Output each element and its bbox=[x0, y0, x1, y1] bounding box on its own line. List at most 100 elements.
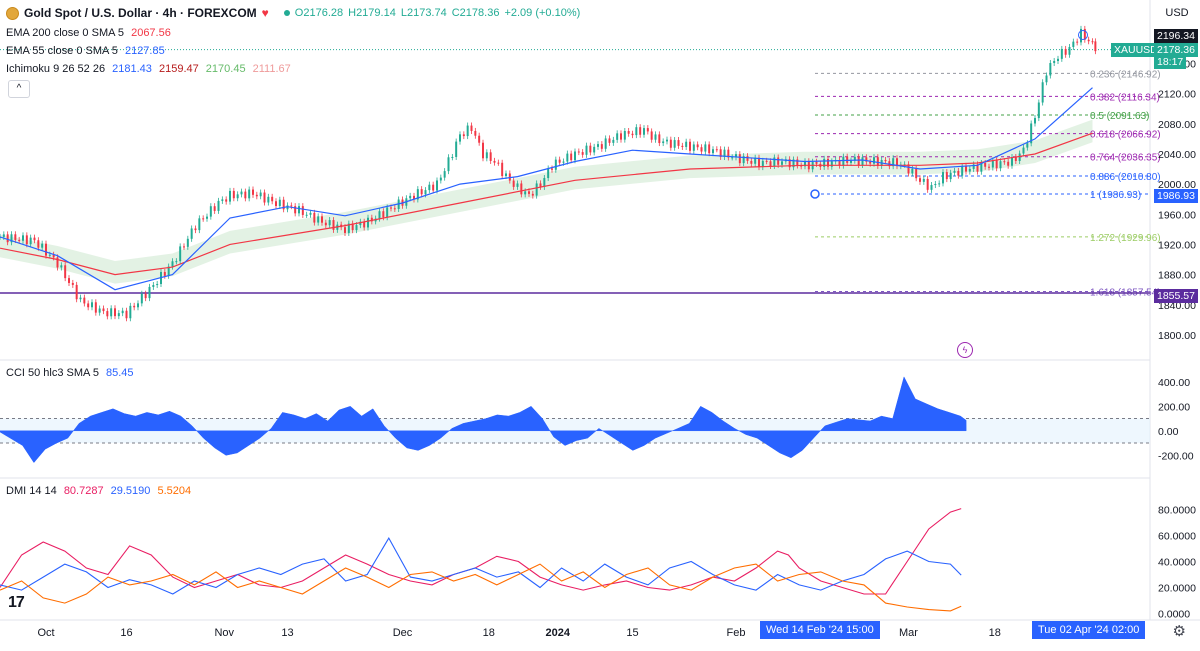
candle-body bbox=[259, 192, 262, 197]
cci-axis-tick: 200.00 bbox=[1158, 401, 1190, 413]
ichimoku-cloud bbox=[0, 119, 1093, 284]
legend-ichimoku-v0: 2181.43 bbox=[112, 63, 152, 75]
candle-body bbox=[516, 183, 519, 187]
candle-body bbox=[413, 195, 415, 200]
candle-body bbox=[750, 160, 753, 164]
candle-body bbox=[761, 160, 764, 168]
legend-dmi[interactable]: DMI 14 14 80.7287 29.5190 5.5204 bbox=[6, 485, 195, 497]
market-status-icon bbox=[283, 10, 290, 16]
candle-body bbox=[896, 158, 898, 167]
candle-body bbox=[738, 154, 741, 164]
gear-icon[interactable]: ⚙ bbox=[1172, 623, 1186, 640]
legend-cci[interactable]: CCI 50 hlc3 SMA 5 85.45 bbox=[6, 367, 138, 379]
candle-body bbox=[213, 206, 216, 211]
flash-icon[interactable]: ϟ bbox=[957, 342, 973, 358]
candle-body bbox=[823, 158, 826, 167]
candle-body bbox=[428, 184, 431, 191]
candle-body bbox=[758, 157, 760, 168]
candle-body bbox=[370, 217, 373, 222]
candle-body bbox=[489, 152, 492, 161]
candle-body bbox=[673, 140, 676, 148]
candle-body bbox=[1072, 41, 1075, 47]
candle-body bbox=[1034, 118, 1036, 124]
candle-body bbox=[865, 157, 868, 162]
currency-selector[interactable]: USD bbox=[1165, 7, 1189, 19]
fib-label: 0.236 (2146.92) bbox=[1090, 69, 1161, 80]
time-axis-tick: 15 bbox=[626, 627, 638, 639]
candle-body bbox=[424, 190, 427, 195]
candle-body bbox=[658, 134, 661, 144]
candle-body bbox=[838, 159, 841, 166]
legend-ichimoku[interactable]: Ichimoku 9 26 52 26 2181.43 2159.47 2170… bbox=[6, 63, 295, 75]
candle-body bbox=[846, 156, 849, 163]
dmi-line-adx bbox=[0, 508, 962, 595]
candle-body bbox=[48, 254, 51, 256]
candle-body bbox=[351, 223, 354, 231]
candle-body bbox=[635, 127, 638, 136]
candle-body bbox=[206, 216, 208, 219]
fib-label: 0.764 (2036.35) bbox=[1090, 153, 1161, 164]
candle-body bbox=[604, 138, 607, 149]
legend-ema200[interactable]: EMA 200 close 0 SMA 5 2067.56 bbox=[6, 27, 175, 39]
replay-marker-icon[interactable] bbox=[1078, 30, 1088, 40]
fib-label: 1.272 (1929.96) bbox=[1090, 233, 1161, 244]
candle-body bbox=[689, 141, 691, 151]
date-tag-crosshair: Wed 14 Feb '24 15:00 bbox=[760, 621, 880, 639]
candle-body bbox=[696, 144, 699, 148]
candle-body bbox=[363, 221, 366, 228]
candle-body bbox=[478, 135, 481, 143]
candle-body bbox=[190, 228, 193, 239]
legend-ichimoku-v2: 2170.45 bbox=[205, 63, 246, 75]
candle-body bbox=[321, 216, 323, 223]
tradingview-logo[interactable]: 17 bbox=[8, 594, 25, 611]
candle-body bbox=[570, 153, 573, 161]
candle-body bbox=[474, 130, 477, 136]
candle-body bbox=[1049, 63, 1052, 76]
candle-body bbox=[551, 168, 553, 170]
candle-body bbox=[926, 178, 929, 190]
candle-body bbox=[386, 207, 389, 218]
candle-body bbox=[600, 144, 603, 149]
candle-body bbox=[853, 156, 856, 161]
symbol-title[interactable]: Gold Spot / U.S. Dollar · 4h · FOREXCOM bbox=[24, 6, 257, 20]
legend-collapse-button[interactable]: ^ bbox=[8, 80, 30, 98]
candle-body bbox=[907, 164, 910, 174]
candle-body bbox=[815, 161, 818, 164]
candle-body bbox=[183, 246, 185, 248]
candle-body bbox=[719, 149, 722, 157]
candle-body bbox=[144, 293, 147, 299]
candle-body bbox=[355, 225, 358, 231]
heart-icon[interactable]: ♥ bbox=[261, 6, 269, 20]
candle-body bbox=[198, 218, 201, 231]
candle-body bbox=[244, 191, 247, 199]
candle-body bbox=[884, 159, 887, 162]
dmi-axis-tick: 20.0000 bbox=[1158, 583, 1196, 595]
price-axis-tick: 2000.00 bbox=[1158, 179, 1196, 191]
candle-body bbox=[470, 125, 473, 131]
legend-ema55[interactable]: EMA 55 close 0 SMA 5 2127.85 bbox=[6, 45, 169, 57]
ema55-line bbox=[0, 87, 1093, 291]
candle-body bbox=[995, 160, 998, 169]
candle-body bbox=[309, 212, 312, 215]
candle-body bbox=[692, 144, 695, 151]
candle-body bbox=[769, 161, 772, 167]
dmi-axis-tick: 0.0000 bbox=[1158, 609, 1190, 621]
candle-body bbox=[623, 131, 626, 140]
candle-body bbox=[792, 159, 795, 168]
candle-body bbox=[650, 131, 653, 140]
candle-body bbox=[1003, 161, 1006, 163]
candle-body bbox=[957, 170, 960, 176]
candle-body bbox=[79, 297, 82, 300]
candle-body bbox=[892, 158, 895, 167]
cci-axis-tick: 0.00 bbox=[1158, 426, 1179, 438]
candle-body bbox=[505, 173, 507, 177]
candle-body bbox=[344, 227, 346, 233]
candle-body bbox=[102, 308, 105, 312]
cci-axis-tick: -200.00 bbox=[1158, 450, 1194, 462]
candle-body bbox=[255, 194, 258, 197]
price-tag-symbol: XAUUSD bbox=[1111, 43, 1161, 57]
legend-dmi-label: DMI 14 14 bbox=[6, 485, 57, 497]
candle-body bbox=[715, 149, 718, 151]
candle-body bbox=[286, 205, 289, 210]
candle-body bbox=[137, 303, 139, 308]
